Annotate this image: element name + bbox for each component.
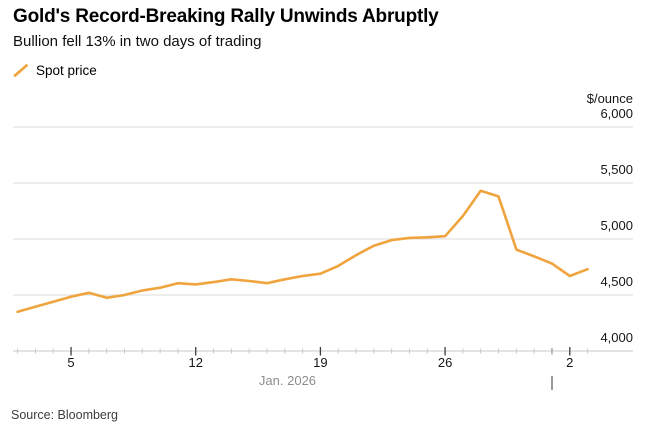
month-boundary-mark (550, 376, 553, 390)
y-tick-label-5500: 5,500 (600, 162, 633, 177)
y-tick-label-4500: 4,500 (600, 274, 633, 289)
y-tick-label-5000: 5,000 (600, 218, 633, 233)
y-axis-unit-label: $/ounce (586, 91, 633, 106)
chart-subtitle: Bullion fell 13% in two days of trading (13, 33, 262, 50)
gridlines (13, 126, 633, 352)
y-tick-label-6000: 6,000 (600, 106, 633, 121)
x-tick-label-19: 19 (313, 355, 328, 370)
chart-title: Gold's Record-Breaking Rally Unwinds Abr… (13, 6, 439, 27)
x-tick-label-2: 2 (566, 355, 574, 370)
x-tick-label-26: 26 (437, 355, 453, 370)
legend: Spot price (13, 63, 97, 78)
x-tick-label-5: 5 (67, 355, 75, 370)
y-tick-label-4000: 4,000 (600, 330, 633, 345)
source-label: Source: Bloomberg (11, 408, 119, 422)
legend-label: Spot price (36, 63, 97, 78)
month-label: Jan. 2026 (258, 373, 317, 388)
x-axis-ticks (17, 347, 589, 356)
spot-price-line (16, 189, 589, 314)
spot-price-legend-icon (13, 64, 28, 77)
x-tick-label-12: 12 (188, 355, 203, 370)
